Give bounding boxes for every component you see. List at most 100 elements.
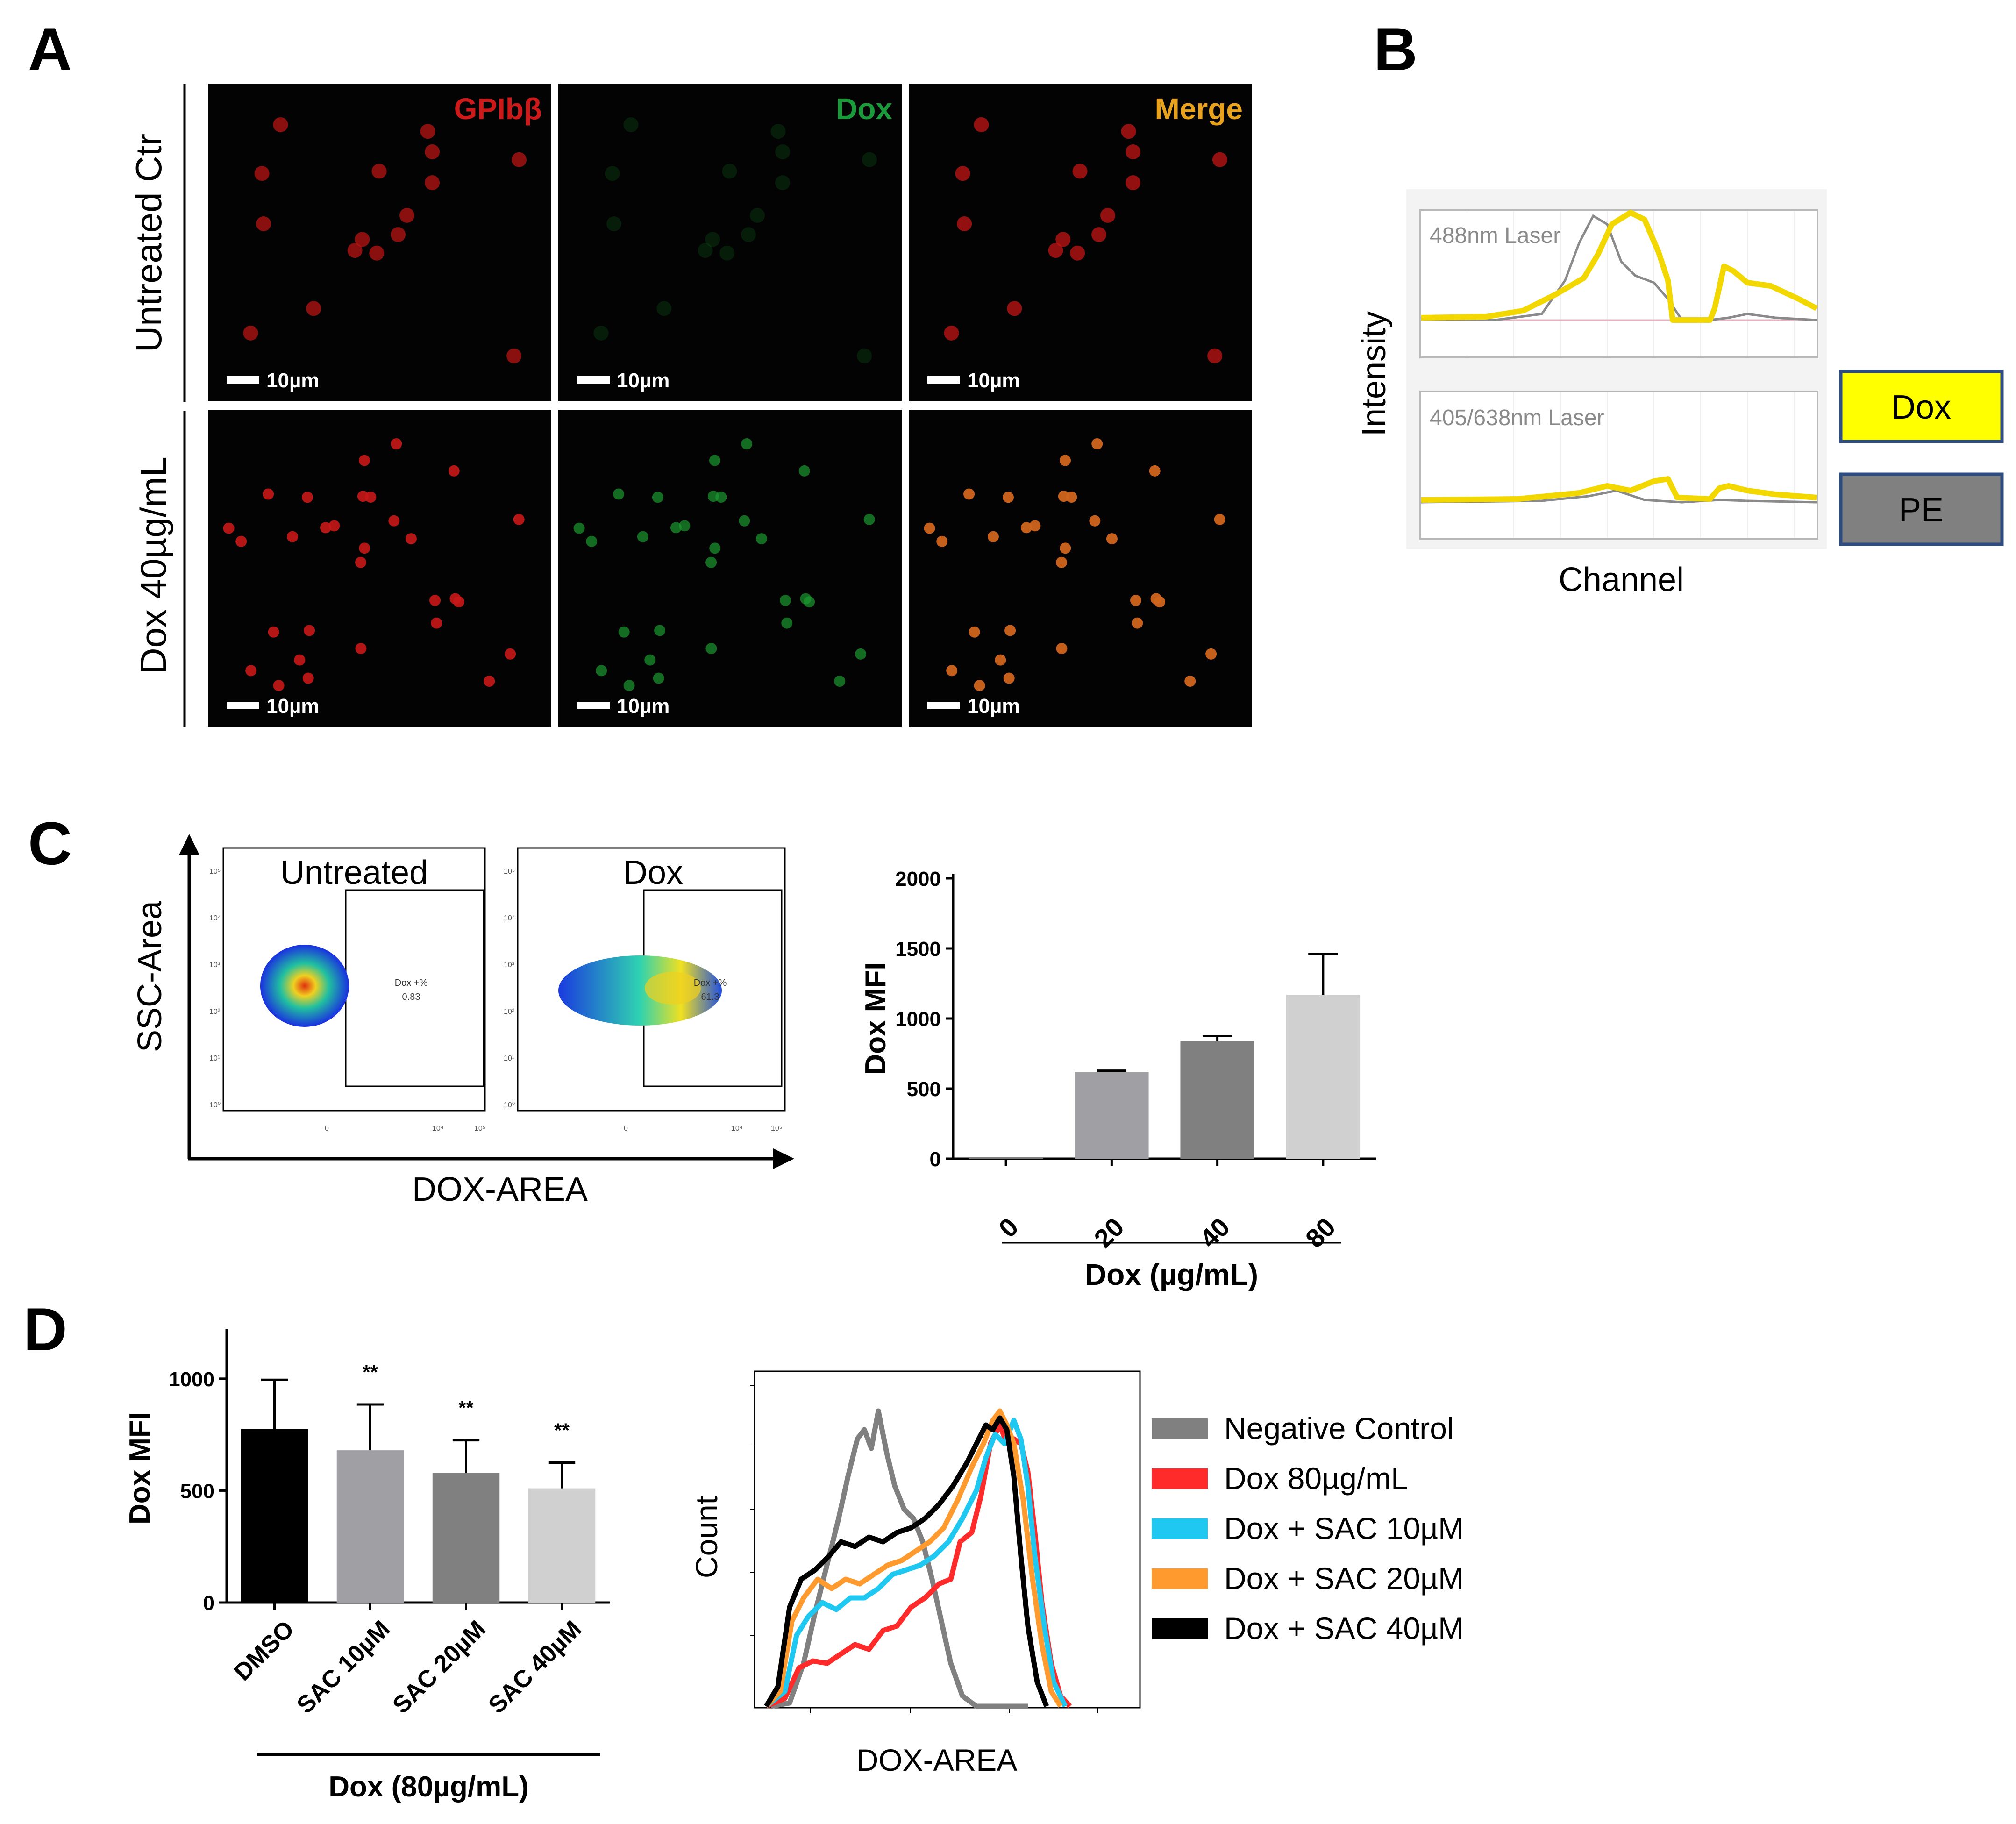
cell-spot — [1091, 227, 1107, 242]
y-tick-label: 500 — [907, 1078, 941, 1101]
panel-a-microscopy: Untreated Ctr Dox 40µg/mL 10µm GPIbβ 10µm D… — [128, 84, 1252, 727]
spectrum-bottom-grid — [1467, 392, 1795, 538]
micro-tile — [208, 410, 551, 727]
cell-spot — [596, 665, 607, 677]
cell-spot — [1070, 245, 1085, 261]
panel-d-histogram: Count DOX-AREA Negative Control Dox 80µg/… — [689, 1370, 1464, 1777]
cell-spot — [709, 455, 720, 466]
cell-spot — [268, 626, 279, 638]
row-label-untreated: Untreated Ctr — [128, 134, 169, 352]
scale-bar — [227, 702, 259, 709]
y-tick-label: 0 — [203, 1592, 214, 1615]
bar — [1180, 1041, 1254, 1159]
legend-label: Negative Control — [1224, 1411, 1454, 1446]
cell-spot — [775, 144, 791, 159]
cell-spot — [670, 522, 682, 534]
cell-spot — [623, 117, 639, 132]
micro-tile — [909, 410, 1252, 727]
cell-spot — [653, 672, 664, 684]
cell-spot — [862, 152, 877, 167]
cell-spot — [1149, 465, 1161, 477]
cell-spot — [1100, 208, 1116, 223]
cell-spot — [1059, 455, 1071, 466]
svg-text:10¹: 10¹ — [209, 1054, 220, 1062]
y-tick-label: 1500 — [895, 938, 941, 961]
flow-ylabel: SSC-Area — [131, 900, 169, 1052]
cell-spot — [369, 245, 385, 261]
cell-spot — [320, 522, 331, 534]
cell-spot — [347, 243, 363, 258]
cell-spot — [365, 491, 377, 503]
cell-spot — [770, 124, 786, 139]
svg-text:10⁴: 10⁴ — [504, 914, 515, 922]
cell-spot — [1207, 348, 1223, 363]
cell-spot — [775, 175, 791, 191]
svg-text:10³: 10³ — [504, 961, 515, 969]
gate-label-dox: Dox +% — [694, 978, 727, 988]
cell-spot — [1007, 301, 1022, 316]
cell-spot — [399, 208, 415, 223]
cell-spot — [1003, 672, 1015, 684]
histogram-xlabel: DOX-AREA — [856, 1743, 1018, 1777]
cell-spot — [425, 175, 440, 191]
y-tick-label: 500 — [180, 1480, 214, 1503]
cell-spot — [304, 625, 315, 636]
cell-spot — [618, 626, 630, 638]
cell-spot — [654, 625, 666, 636]
cell-spot — [405, 533, 417, 545]
bar — [1075, 1072, 1149, 1159]
cell-spot — [1004, 625, 1016, 636]
histogram-ylabel: Count — [689, 1496, 724, 1578]
micro-tile — [909, 84, 1252, 401]
spectrum-bottom-label: 405/638nm Laser — [1430, 406, 1604, 430]
bar — [432, 1473, 500, 1603]
cell-spot — [1130, 595, 1142, 606]
cell-spot — [355, 232, 370, 247]
cell-spot — [1056, 643, 1068, 655]
cell-spot — [739, 515, 750, 527]
cell-spot — [358, 455, 370, 466]
spectrum-bottom-frame — [1419, 391, 1818, 540]
cell-spot — [963, 488, 975, 500]
cell-spot — [957, 216, 972, 231]
cell-spot — [429, 595, 441, 606]
bar-xlabel: Dox (µg/mL) — [1085, 1258, 1258, 1291]
x-tick-label: DMSO — [229, 1615, 299, 1686]
gate-label-untreated: Dox +% — [395, 978, 428, 988]
cell-spot — [652, 492, 663, 503]
cell-spot — [1091, 438, 1103, 449]
svg-text:10²: 10² — [209, 1008, 221, 1016]
cell-spot — [1212, 152, 1227, 167]
cell-spot — [245, 665, 257, 677]
cell-spot — [798, 465, 810, 477]
gate-value-untreated: 0.83 — [402, 992, 420, 1002]
svg-text:10⁵: 10⁵ — [209, 868, 221, 876]
cell-spot — [431, 617, 442, 629]
cell-spot — [391, 438, 402, 449]
hist-trace-sac10 — [764, 1418, 1068, 1709]
panel-c-flow: SSC-Area DOX-AREA Untreated Dox +% 0.83 … — [131, 834, 794, 1208]
cell-spot — [781, 617, 793, 629]
y-tick-label: 1000 — [169, 1368, 214, 1391]
bar — [969, 1158, 1043, 1159]
cell-spot — [946, 665, 958, 677]
legend-swatch — [1152, 1418, 1208, 1439]
cell-spot — [243, 325, 258, 341]
cell-spot — [1126, 175, 1141, 191]
scale-bar — [577, 702, 610, 709]
cell-spot — [995, 654, 1006, 666]
panel-b-spectra: 488nm Laser 405/638nm Laser Intensity Ch… — [1355, 189, 2004, 598]
legend-label: Dox + SAC 20µM — [1224, 1561, 1464, 1596]
significance-marker: ** — [363, 1361, 378, 1383]
cell-spot — [741, 227, 756, 242]
histogram-legend: Negative Control Dox 80µg/mL Dox + SAC 10µ… — [1152, 1411, 1464, 1646]
cell-spot — [1126, 144, 1141, 159]
spectrum-top-label: 488nm Laser — [1430, 223, 1560, 248]
x-tick-label: 40 — [1194, 1212, 1236, 1254]
cell-spot — [273, 117, 288, 132]
cell-spot — [719, 245, 735, 261]
flow-plot-dox-title: Dox — [623, 854, 683, 891]
svg-text:10³: 10³ — [209, 961, 221, 969]
micro-tile — [208, 84, 551, 401]
